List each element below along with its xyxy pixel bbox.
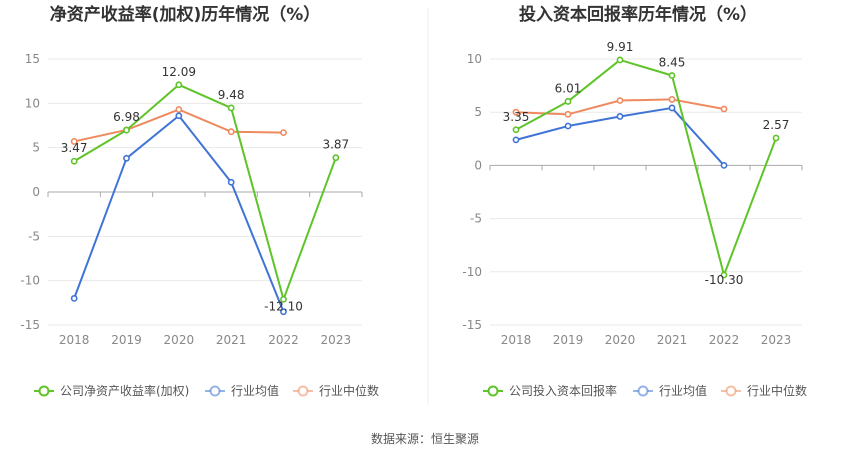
y-tick-label: 0 <box>474 158 482 172</box>
data-label: 9.48 <box>218 88 245 102</box>
data-label: 3.35 <box>503 110 530 124</box>
y-tick-label: 10 <box>467 52 482 66</box>
data-point-company <box>123 126 130 134</box>
roic-chart-title: 投入资本回报率历年情况（%） <box>519 4 757 25</box>
y-tick-label: 15 <box>25 52 40 66</box>
data-point-company <box>280 295 287 303</box>
data-label: 12.09 <box>162 65 196 79</box>
data-label: 2.57 <box>763 118 790 132</box>
legend-item-label: 公司净资产收益率(加权) <box>60 383 189 398</box>
x-tick-label: 2020 <box>164 333 195 347</box>
legend-swatch-marker <box>487 385 499 397</box>
data-point-company <box>668 72 676 79</box>
data-label: 3.47 <box>61 141 88 155</box>
x-tick-label: 2023 <box>321 333 352 347</box>
x-tick-label: 2018 <box>501 333 532 347</box>
data-point-average <box>512 136 520 144</box>
y-tick-label: 10 <box>25 96 40 110</box>
roic-chart-panel: 投入资本回报率历年情况（%） -15 -10 -5 0 5 10 2018 2019 2020 2… <box>462 4 807 398</box>
data-point-median <box>175 106 183 113</box>
legend-item-label: 行业均值 <box>231 383 279 398</box>
data-point-company <box>512 126 520 134</box>
data-point-average <box>616 113 624 120</box>
y-tick-label: -10 <box>462 265 482 279</box>
data-point-average <box>70 294 78 302</box>
data-point-median <box>512 108 520 116</box>
legend-item-label: 行业中位数 <box>747 383 807 398</box>
data-point-average <box>123 154 130 162</box>
data-point-median <box>616 97 624 104</box>
data-point-median <box>668 96 676 103</box>
data-point-median <box>70 138 78 145</box>
data-point-company <box>175 81 183 89</box>
data-point-company <box>772 134 780 142</box>
data-label: 8.45 <box>659 55 686 69</box>
roe-chart-title: 净资产收益率(加权)历年情况（%） <box>50 4 321 25</box>
data-point-median <box>564 110 572 118</box>
x-tick-label: 2020 <box>605 333 636 347</box>
x-tick-label: 2019 <box>111 333 142 347</box>
y-tick-label: 5 <box>32 141 40 155</box>
x-tick-label: 2022 <box>709 333 740 347</box>
x-tick-label: 2019 <box>553 333 584 347</box>
data-point-company <box>616 56 624 64</box>
data-label: 3.87 <box>322 138 349 152</box>
y-tick-label: -15 <box>462 318 482 332</box>
data-point-average <box>668 104 676 112</box>
data-label: 9.91 <box>607 40 634 54</box>
data-label: 6.98 <box>113 110 140 124</box>
data-point-average <box>175 112 183 120</box>
legend-swatch-marker <box>725 385 737 397</box>
data-point-average <box>564 122 572 130</box>
data-point-company <box>564 98 572 105</box>
legend-swatch-marker <box>209 385 221 397</box>
series-line-company <box>73 83 337 301</box>
data-point-average <box>280 308 287 316</box>
x-tick-label: 2022 <box>268 333 299 347</box>
data-label: 6.01 <box>555 81 582 95</box>
y-tick-label: -5 <box>28 229 40 243</box>
data-point-company <box>227 104 235 112</box>
series-line-average <box>73 114 285 313</box>
y-tick-label: -5 <box>470 212 482 226</box>
data-point-company <box>332 154 340 162</box>
series-line-company <box>515 58 777 276</box>
x-tick-label: 2023 <box>761 333 792 347</box>
legend-swatch-marker <box>297 385 309 397</box>
data-label: -12.10 <box>264 299 303 313</box>
x-tick-label: 2018 <box>59 333 90 347</box>
roe-chart-panel: 净资产收益率(加权)历年情况（%） -15 -10 -5 0 5 10 15 2018 2019… <box>20 4 379 398</box>
legend-swatch-marker <box>38 385 50 397</box>
data-point-median <box>280 129 287 136</box>
legend-item-label: 公司投入资本回报率 <box>509 383 617 398</box>
data-label: -10.30 <box>705 273 744 287</box>
legend-item-label: 行业均值 <box>659 383 707 398</box>
legend-item-label: 行业中位数 <box>319 383 379 398</box>
y-tick-label: 0 <box>32 185 40 199</box>
x-tick-label: 2021 <box>657 333 688 347</box>
data-point-company <box>720 271 728 279</box>
y-tick-label: 5 <box>474 105 482 119</box>
x-tick-label: 2021 <box>216 333 247 347</box>
legend-swatch-marker <box>637 385 649 397</box>
data-point-average <box>227 178 235 186</box>
data-source-note: 数据来源：恒生聚源 <box>371 431 479 446</box>
data-point-company <box>70 157 78 165</box>
y-tick-label: -10 <box>20 274 40 288</box>
data-point-median <box>227 128 235 136</box>
data-point-median <box>720 105 728 113</box>
y-tick-label: -15 <box>20 318 40 332</box>
data-point-average <box>720 161 728 169</box>
